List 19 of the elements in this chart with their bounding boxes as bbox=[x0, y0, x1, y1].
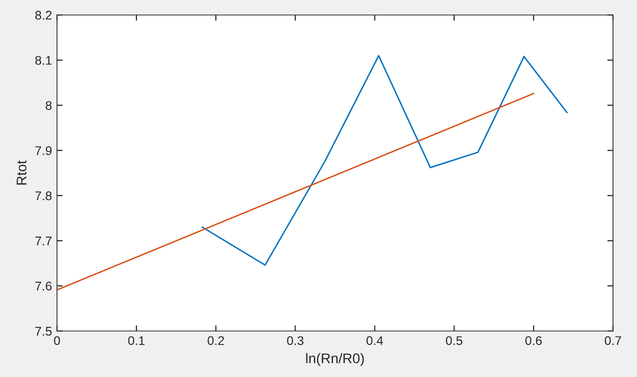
y-tick-label: 8 bbox=[46, 101, 52, 110]
x-axis-title: ln(Rn/R0) bbox=[306, 353, 364, 366]
y-tick-label: 7.9 bbox=[35, 146, 52, 156]
x-tick-label: 0.2 bbox=[208, 336, 224, 346]
x-tick-label: 0 bbox=[54, 336, 60, 346]
y-axis-title: Rtot bbox=[16, 160, 26, 185]
y-tick-label: 7.7 bbox=[35, 236, 52, 246]
x-tick-label: 0.5 bbox=[446, 336, 462, 346]
line-series bbox=[202, 54, 568, 266]
x-tick-label: 0.3 bbox=[287, 336, 304, 346]
y-tick-label: 7.8 bbox=[35, 191, 52, 200]
y-tick-label: 8.2 bbox=[35, 10, 52, 20]
x-tick-label: 0.1 bbox=[128, 336, 145, 346]
x-tick-label: 0.7 bbox=[604, 336, 622, 346]
y-tick-label: 7.6 bbox=[35, 282, 52, 291]
x-tick-label: 0.4 bbox=[366, 336, 384, 346]
x-tick-label: 0.6 bbox=[525, 336, 542, 346]
y-tick-label: 7.5 bbox=[35, 326, 52, 336]
y-tick-label: 8.1 bbox=[35, 56, 52, 65]
